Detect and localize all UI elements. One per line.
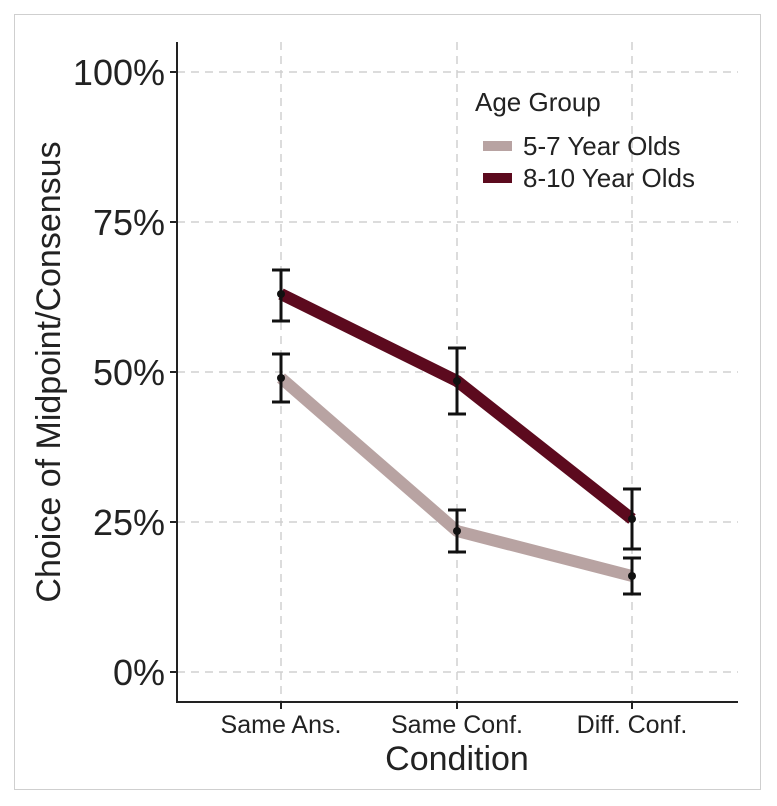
x-axis-title: Condition	[385, 740, 529, 778]
data-point	[453, 527, 461, 535]
y-tick-label: 25%	[93, 502, 165, 543]
x-tick-label: Diff. Conf.	[577, 711, 688, 739]
tick-layer: 0% 25% 50% 75% 100% Same Ans. Same Conf. Diff. …	[73, 52, 687, 739]
y-axis-title: Choice of Midpoint/Consensus	[30, 141, 68, 602]
data-point	[628, 572, 636, 580]
legend-label-8-10: 8-10 Year Olds	[523, 163, 695, 193]
y-tick-label: 100%	[73, 52, 165, 93]
legend-title: Age Group	[475, 87, 601, 117]
data-point	[277, 290, 285, 298]
data-point	[453, 377, 461, 385]
x-tick-label: Same Ans.	[221, 711, 342, 739]
data-point	[277, 374, 285, 382]
y-tick-label: 75%	[93, 202, 165, 243]
y-tick-label: 50%	[93, 352, 165, 393]
errorbar-layer	[272, 268, 641, 596]
data-point	[628, 515, 636, 523]
chart-frame	[14, 14, 761, 790]
y-tick-label: 0%	[113, 652, 165, 693]
legend: Age Group 5-7 Year Olds 8-10 Year Olds	[475, 87, 695, 193]
x-tick-label: Same Conf.	[391, 711, 523, 739]
legend-label-5-7: 5-7 Year Olds	[523, 131, 681, 161]
